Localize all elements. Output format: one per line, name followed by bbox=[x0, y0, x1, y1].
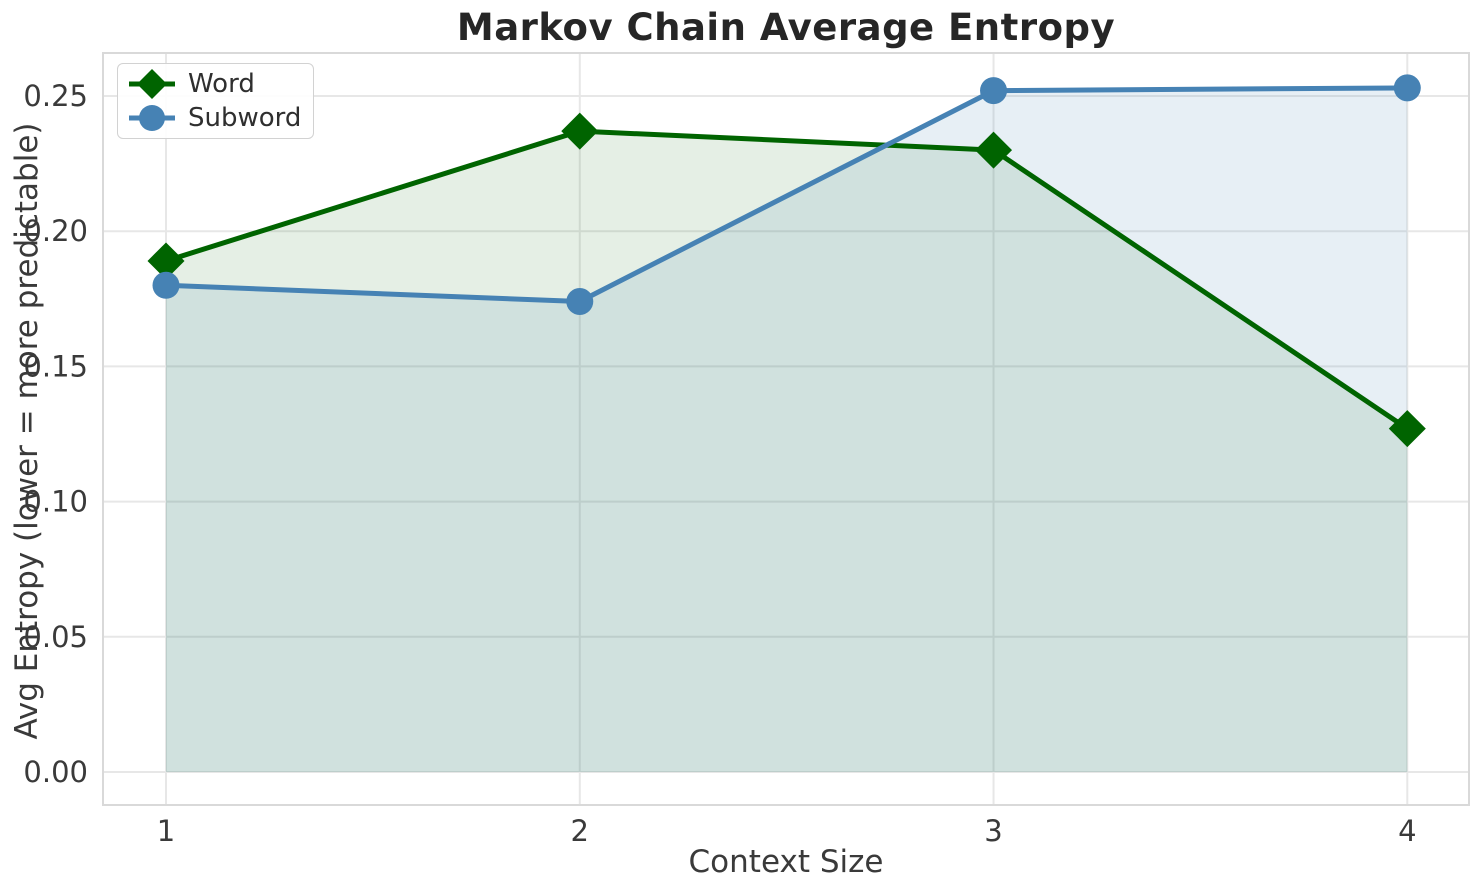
y-tick-label: 0.25 bbox=[23, 79, 88, 113]
legend-item-subword: Subword bbox=[126, 101, 301, 135]
subword-marker-circle bbox=[566, 288, 594, 316]
word-marker-diamond bbox=[1388, 410, 1426, 448]
word-diamond-icon bbox=[129, 69, 175, 99]
y-tick-label: 0.20 bbox=[23, 214, 88, 248]
legend: Word Subword bbox=[117, 63, 315, 139]
legend-label-word: Word bbox=[188, 69, 255, 99]
word-area-fill bbox=[166, 131, 1408, 773]
x-tick-label: 1 bbox=[157, 814, 175, 848]
y-axis-label: Avg Entropy (lower = more predictable) bbox=[9, 122, 45, 740]
subword-marker-circle bbox=[980, 77, 1008, 105]
subword-area-fill bbox=[166, 87, 1408, 772]
y-tick-label: 0.15 bbox=[23, 349, 88, 383]
y-tick-label: 0.10 bbox=[23, 485, 88, 519]
x-tick-label: 4 bbox=[1398, 814, 1416, 848]
y-tick-label: 0.00 bbox=[23, 755, 88, 789]
subword-marker-circle bbox=[152, 271, 180, 299]
word-marker-diamond bbox=[561, 112, 599, 150]
legend-label-subword: Subword bbox=[188, 103, 302, 133]
plot-border bbox=[102, 52, 1470, 806]
x-axis-label: Context Size bbox=[688, 844, 884, 880]
chart-title: Markov Chain Average Entropy bbox=[456, 6, 1116, 49]
y-tick-label: 0.05 bbox=[23, 620, 88, 654]
legend-item-word: Word bbox=[126, 67, 301, 101]
x-tick-label: 3 bbox=[984, 814, 1002, 848]
word-marker-diamond bbox=[147, 242, 185, 280]
subword-marker-circle bbox=[1393, 74, 1421, 102]
word-marker-diamond bbox=[975, 131, 1013, 169]
subword-circle-icon bbox=[129, 105, 175, 131]
x-tick-label: 2 bbox=[571, 814, 589, 848]
word-line bbox=[163, 128, 1410, 432]
subword-line bbox=[163, 85, 1410, 305]
